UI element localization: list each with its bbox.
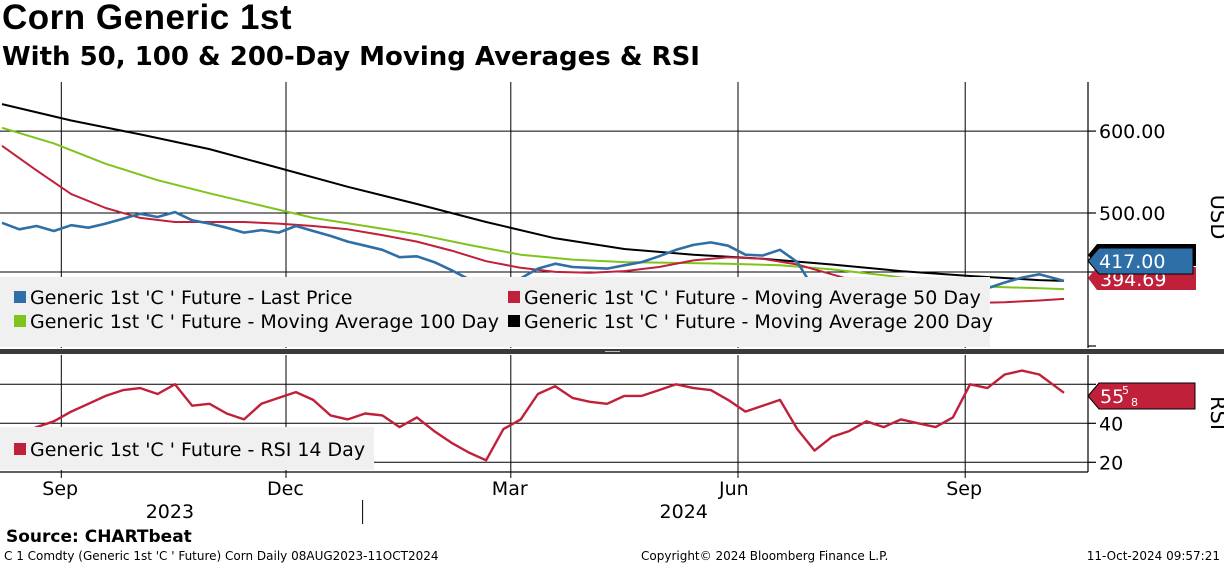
x-tick-label-2: Mar <box>492 478 528 500</box>
rsi-legend: Generic 1st 'C ' Future - RSI 14 Day <box>14 439 365 461</box>
year-label-1: 2024 <box>660 501 708 523</box>
legend-swatch-last-price-line <box>14 291 26 303</box>
price-axis-label: USD <box>1206 195 1224 240</box>
price-legend: Generic 1st 'C ' Future - Last Price Gene… <box>14 287 993 333</box>
legend-label-last-price-line: Generic 1st 'C ' Future - Last Price <box>30 287 352 309</box>
footer-security: C 1 Comdty (Generic 1st 'C ' Future) Cor… <box>4 549 439 563</box>
year-label-0: 2023 <box>146 501 194 523</box>
chart-canvas: Generic 1st 'C ' Future - Last Price Gene… <box>0 82 1224 524</box>
x-axis: Sep Dec Mar Jun Sep 2023 2024 <box>0 471 1088 524</box>
last-price-value-tag: 417.00 <box>1087 247 1194 275</box>
chart-title: Corn Generic 1st <box>2 0 293 37</box>
ma100-line <box>1 126 1065 291</box>
legend-label-rsi: Generic 1st 'C ' Future - RSI 14 Day <box>30 439 365 461</box>
ma200-line <box>1 103 1065 282</box>
rsi-tick-label-0: 20 <box>1099 452 1123 474</box>
legend-swatch-rsi <box>14 443 26 455</box>
source-note: Source: CHARTbeat <box>6 527 192 547</box>
chart-subtitle: With 50, 100 & 200-Day Moving Averages &… <box>2 42 700 72</box>
footer-timestamp: 11-Oct-2024 09:57:21 <box>1086 549 1220 563</box>
rsi-tick-label-1: 40 <box>1099 413 1123 435</box>
x-tick-label-4: Sep <box>946 478 982 500</box>
legend-swatch-ma50-line <box>508 291 520 303</box>
rsi-value-tag: 55 5 8 <box>1087 382 1196 410</box>
price-y-ticks: 600.00 500.00 <box>1088 121 1165 347</box>
rsi-axis-label: RSI <box>1206 396 1224 430</box>
price-tick-label-0: 600.00 <box>1099 121 1165 143</box>
rsi-line <box>1 369 1065 462</box>
rsi-gridlines <box>0 355 1088 472</box>
legend-swatch-ma200-line <box>508 315 520 327</box>
rsi-value-frac-den: 8 <box>1131 396 1138 409</box>
rsi-value-main: 55 <box>1100 386 1124 408</box>
legend-label-ma200-line: Generic 1st 'C ' Future - Moving Average… <box>524 311 993 333</box>
x-tick-label-0: Sep <box>42 478 78 500</box>
legend-swatch-ma100-line <box>14 315 26 327</box>
price-legend-box <box>0 277 990 347</box>
footer-copyright: Copyright© 2024 Bloomberg Finance L.P. <box>641 549 889 563</box>
legend-label-ma100-line: Generic 1st 'C ' Future - Moving Average… <box>30 311 499 333</box>
rsi-legend-box <box>0 427 374 470</box>
rsi-series <box>1 369 1065 462</box>
x-tick-label-1: Dec <box>267 478 304 500</box>
rsi-value-frac-num: 5 <box>1122 384 1129 397</box>
price-tick-label-1: 500.00 <box>1099 203 1165 225</box>
legend-label-ma50-line: Generic 1st 'C ' Future - Moving Average… <box>524 287 981 309</box>
x-tick-label-3: Jun <box>718 478 749 500</box>
last-price-value-text: 417.00 <box>1099 251 1165 273</box>
